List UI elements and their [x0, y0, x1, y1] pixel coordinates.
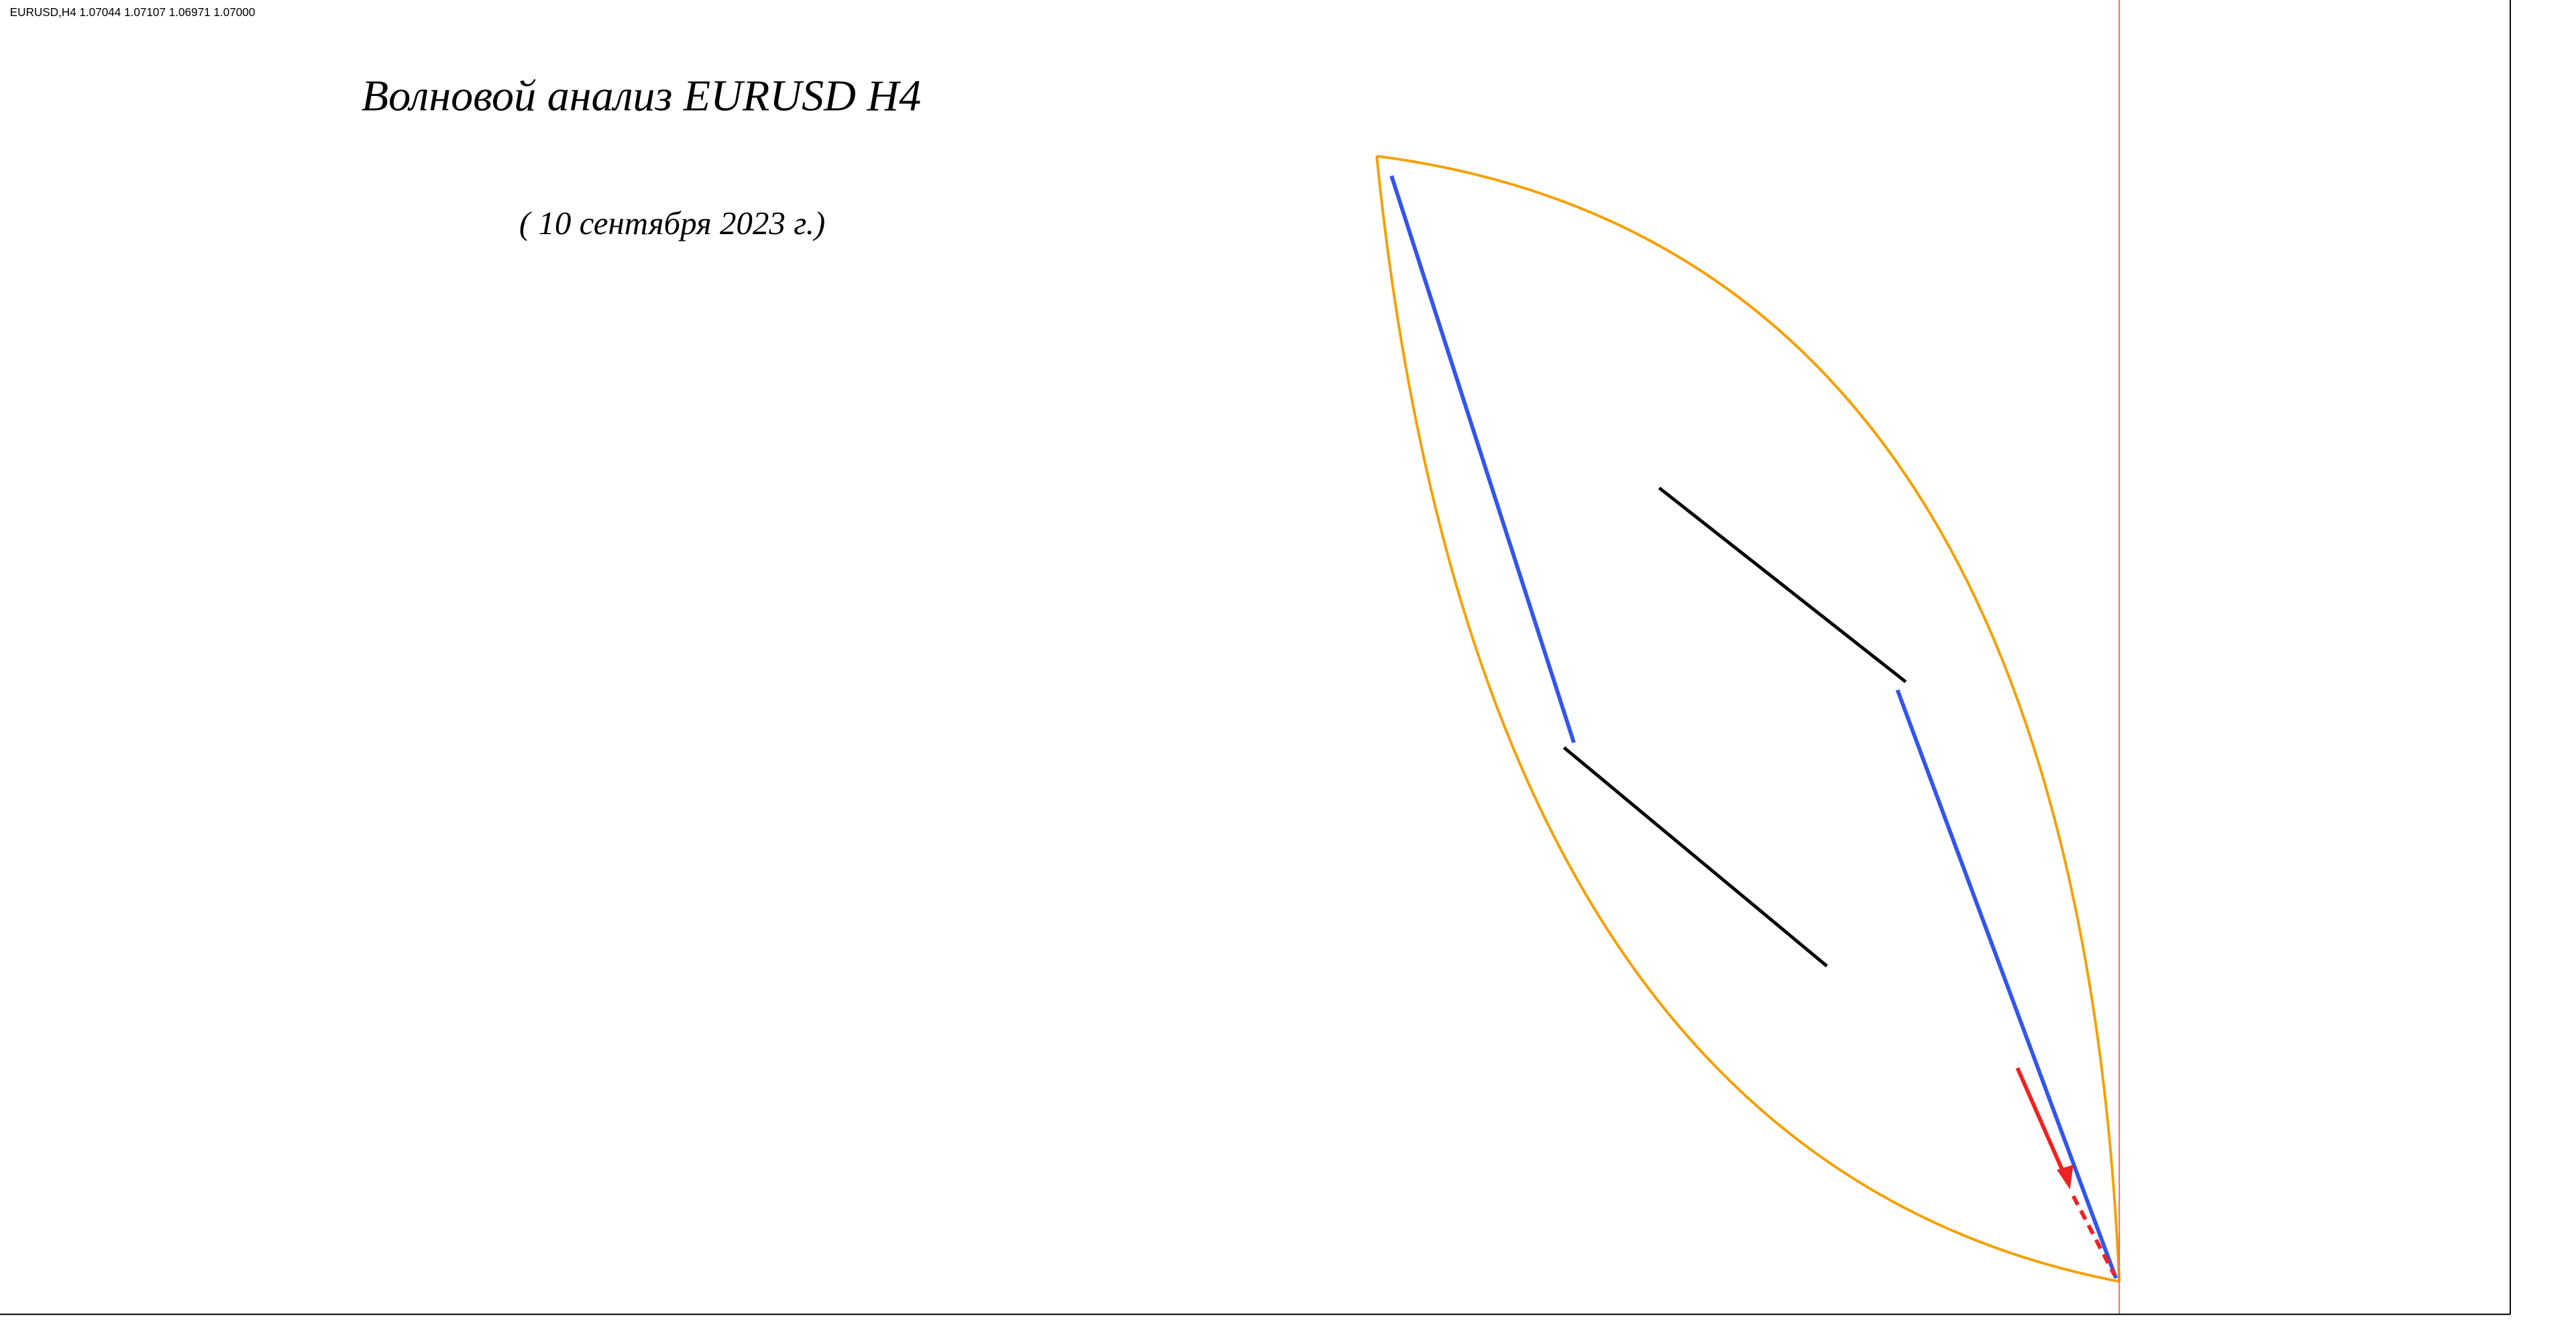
forecast-dashed [2072, 1195, 2116, 1276]
chart-subtitle: ( 10 сентября 2023 г.) [519, 205, 825, 242]
wave-line [1895, 689, 2118, 1279]
chart-header: EURUSD,H4 1.07044 1.07107 1.06971 1.0700… [10, 5, 256, 19]
channel-line [1562, 746, 1828, 967]
annotations [1375, 0, 2121, 1315]
forecast-arrow [2015, 1067, 2068, 1177]
chart-title: Волновой анализ EURUSD H4 [362, 72, 921, 121]
wave-line [1389, 175, 1576, 743]
orange-arc-lower [1375, 156, 2120, 1283]
forecast-arrowhead [2057, 1165, 2074, 1190]
channel-line [1658, 486, 1907, 684]
orange-arc-upper [1376, 154, 2121, 1282]
